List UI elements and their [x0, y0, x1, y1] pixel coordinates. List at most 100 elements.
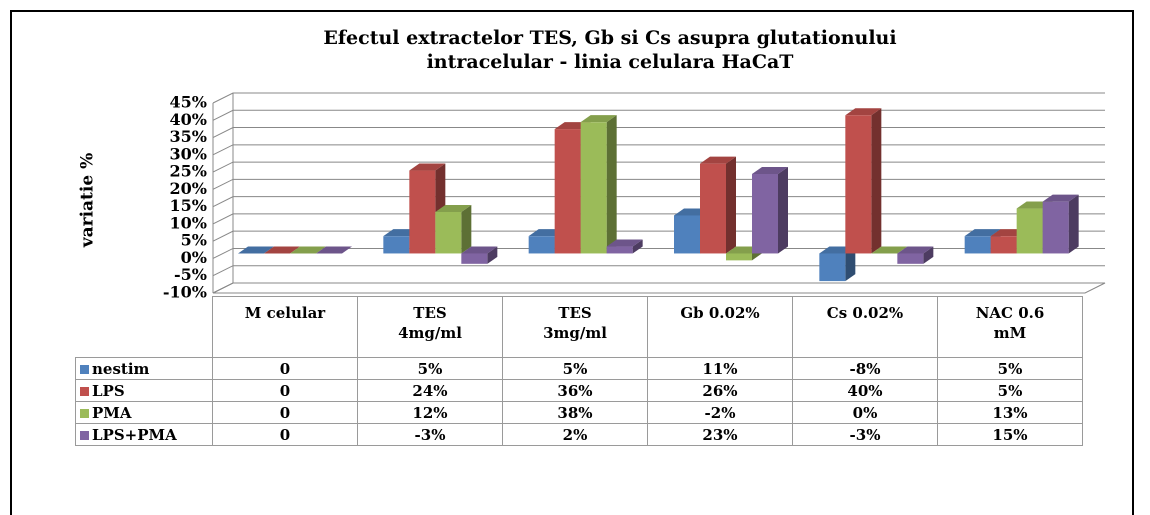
value-label: 11% — [647, 357, 793, 380]
category-label: M celular — [212, 296, 358, 358]
bar — [752, 174, 778, 254]
value-label: 36% — [502, 379, 648, 402]
value-label: 5% — [937, 379, 1083, 402]
y-tick-label: 20% — [170, 179, 207, 198]
table-header-row: M celular TES 4mg/ml TES 3mg/ml Gb 0.02% Cs … — [75, 296, 1083, 358]
category-label: NAC 0.6 mM — [937, 296, 1083, 358]
legend-label: LPS+PMA — [92, 425, 177, 444]
bar — [897, 253, 924, 264]
grid-line — [212, 161, 1105, 173]
legend-cell: LPS+PMA — [75, 423, 213, 446]
bar — [700, 163, 726, 254]
grid-line — [212, 265, 1105, 277]
floor — [212, 282, 1106, 294]
grid-line — [212, 127, 1105, 138]
bar-top — [290, 246, 326, 254]
bar-top — [964, 229, 1001, 237]
table-row: LPS+PMA 0 -3% 2% 23% -3% 15% — [75, 423, 1083, 446]
grid-line — [212, 144, 1105, 156]
bar-top — [845, 108, 882, 116]
bar-top — [238, 246, 274, 254]
y-tick-label: 15% — [170, 196, 207, 215]
grid-line — [212, 282, 1105, 294]
bar-side — [1068, 194, 1079, 254]
value-label: -3% — [792, 423, 938, 446]
value-label: 0 — [212, 379, 358, 402]
category-label: Gb 0.02% — [647, 296, 793, 358]
bar-top — [752, 167, 788, 174]
legend-swatch — [80, 408, 89, 418]
value-label: 24% — [357, 379, 503, 402]
bar-top — [264, 246, 300, 254]
value-label: 2% — [502, 423, 648, 446]
table-row: nestim 0 5% 5% 11% -8% 5% — [75, 357, 1083, 380]
value-label: 5% — [937, 357, 1083, 380]
y-tick-label: -5% — [174, 265, 207, 284]
bar — [528, 236, 555, 254]
bar-top — [435, 205, 472, 212]
chart-title: Efectul extractelor TES, Gb si Cs asupra… — [323, 27, 897, 73]
grid-line — [212, 247, 1105, 259]
value-label: 0 — [212, 357, 358, 380]
y-tick-label: 30% — [170, 144, 207, 163]
bar — [845, 115, 872, 254]
bar-top — [461, 246, 498, 254]
y-tick-label: 45% — [170, 93, 207, 112]
bar-top — [700, 156, 736, 164]
legend-swatch — [80, 430, 89, 440]
value-label: 38% — [502, 401, 648, 424]
bar — [409, 170, 436, 254]
value-label: -2% — [647, 401, 793, 424]
bar-top — [580, 115, 617, 123]
empty-cell — [75, 296, 213, 358]
bar — [435, 212, 462, 254]
bar-side — [845, 246, 856, 282]
bar — [554, 129, 581, 254]
bar-top — [409, 163, 446, 171]
value-label: 23% — [647, 423, 793, 446]
value-label: 26% — [647, 379, 793, 402]
value-label: -3% — [357, 423, 503, 446]
value-label: 5% — [502, 357, 648, 380]
bar-side — [923, 246, 934, 264]
grid-line — [212, 230, 1105, 242]
bar-side — [487, 246, 498, 264]
value-label: 0% — [792, 401, 938, 424]
bar-side — [606, 115, 617, 254]
bar — [580, 122, 607, 254]
bar — [1016, 208, 1043, 254]
value-label: -8% — [792, 357, 938, 380]
bar — [606, 246, 633, 254]
legend-cell: LPS — [75, 379, 213, 402]
legend-cell: nestim — [75, 357, 213, 380]
category-label: Cs 0.02% — [792, 296, 938, 358]
table-row: PMA 0 12% 38% -2% 0% 13% — [75, 401, 1083, 424]
bar — [726, 253, 752, 261]
y-tick-label: 5% — [181, 231, 207, 250]
legend-label: LPS — [92, 381, 125, 400]
bar — [461, 253, 488, 264]
value-label: 13% — [937, 401, 1083, 424]
value-label: 15% — [937, 423, 1083, 446]
bar-side — [461, 205, 472, 254]
category-label: TES 3mg/ml — [502, 296, 648, 358]
bar-top — [897, 246, 934, 254]
y-axis-label: variatie % — [78, 153, 98, 249]
bar-side — [871, 108, 882, 254]
value-label: 5% — [357, 357, 503, 380]
legend-label: nestim — [92, 359, 150, 378]
grid-line — [212, 92, 1105, 104]
table-row: LPS 0 24% 36% 26% 40% 5% — [75, 379, 1083, 402]
y-tick-label: 40% — [170, 110, 207, 129]
bar-side — [632, 239, 643, 254]
bar-top — [316, 246, 352, 254]
bar-top — [871, 246, 908, 254]
data-table: M celular TES 4mg/ml TES 3mg/ml Gb 0.02% Cs … — [75, 296, 1083, 446]
y-tick-label: 10% — [170, 213, 207, 232]
bar — [964, 236, 991, 254]
grid-line — [212, 213, 1105, 225]
bar-side — [778, 167, 788, 254]
legend-swatch — [80, 386, 89, 396]
